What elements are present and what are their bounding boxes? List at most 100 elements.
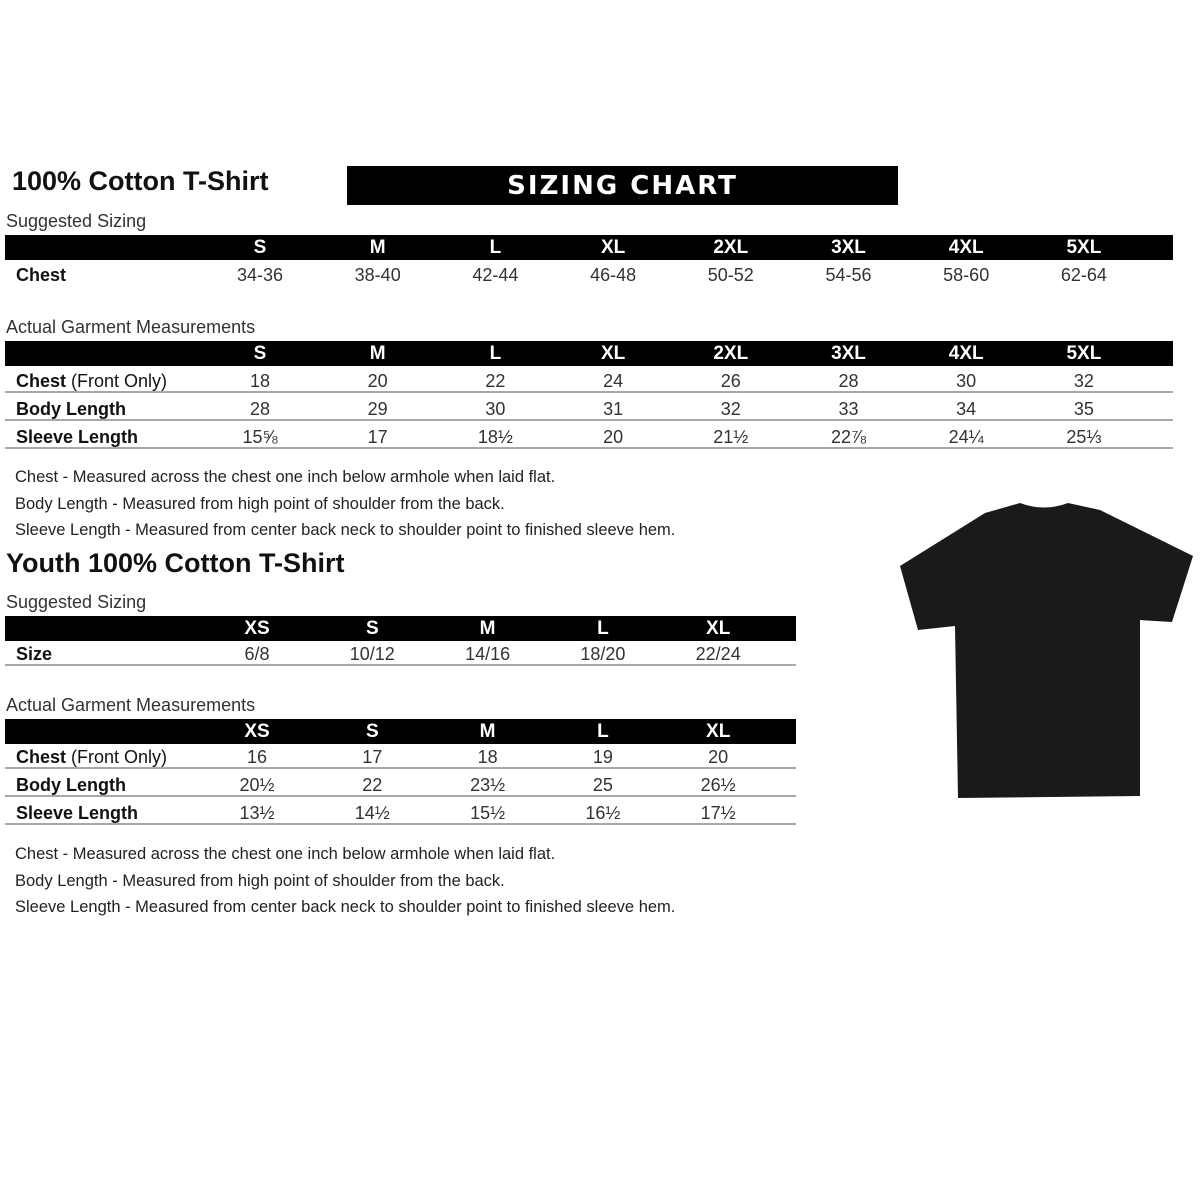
size-header-xl: XL xyxy=(600,237,626,258)
size-header-s: S xyxy=(253,343,267,364)
table-cell: 18½ xyxy=(477,427,513,447)
size-header-bar: XS S M L XL xyxy=(5,719,796,744)
row-label-qualifier: (Front Only) xyxy=(66,371,168,391)
table-cell: 20 xyxy=(708,747,729,767)
row-label-text: Chest xyxy=(16,265,67,285)
table-cell: 18 xyxy=(477,747,498,767)
size-header-5xl: 5XL xyxy=(1066,343,1102,364)
row-divider xyxy=(5,391,1173,393)
table-cell: 24¼ xyxy=(948,427,984,447)
table-cell: 16 xyxy=(246,747,268,767)
table-cell: 50-52 xyxy=(707,265,754,285)
note-chest: Chest - Measured across the chest one in… xyxy=(15,468,556,486)
table-cell: 20½ xyxy=(239,775,275,795)
size-header-xl: XL xyxy=(706,618,731,639)
adult-title: 100% Cotton T-Shirt xyxy=(12,166,269,196)
table-cell: 19 xyxy=(592,747,613,767)
table-cell: 23½ xyxy=(470,775,506,795)
table-cell: 22 xyxy=(362,775,383,795)
note-body-length: Body Length - Measured from high point o… xyxy=(15,494,505,513)
size-header-2xl: 2XL xyxy=(713,237,749,258)
table-cell: 15½ xyxy=(470,803,506,823)
table-cell: 28 xyxy=(249,399,271,419)
row-label-text: Chest xyxy=(16,747,67,767)
row-divider xyxy=(5,419,1173,421)
youth-notes: Chest - Measured across the chest one in… xyxy=(15,845,675,925)
row-label-qualifier: (Front Only) xyxy=(66,747,168,767)
size-header-m: M xyxy=(479,721,496,742)
table-cell: 13½ xyxy=(239,803,275,823)
adult-suggested-label: Suggested Sizing xyxy=(6,211,147,231)
size-header-m: M xyxy=(479,618,496,639)
size-header-l: L xyxy=(489,237,502,258)
size-header-xl: XL xyxy=(706,721,731,742)
size-header-3xl: 3XL xyxy=(831,343,866,364)
sizing-chart-banner: SIZING CHART xyxy=(347,166,898,205)
table-cell: 42-44 xyxy=(472,265,519,285)
table-cell: 29 xyxy=(367,399,388,419)
row-label: Sleeve Length xyxy=(16,427,138,448)
size-header-xl: XL xyxy=(600,343,626,364)
row-label: Chest (Front Only) xyxy=(16,371,167,392)
table-cell: 26 xyxy=(720,371,741,391)
row-label: Body Length xyxy=(16,399,126,420)
row-label: Body Length xyxy=(16,775,126,796)
size-header-bar: S M L XL 2XL 3XL 4XL 5XL xyxy=(5,341,1173,366)
size-header-bar: XS S M L XL xyxy=(5,616,796,641)
size-header-l: L xyxy=(597,721,609,742)
size-header-s: S xyxy=(253,237,267,258)
table-cell: 58-60 xyxy=(943,265,990,285)
table-cell: 30 xyxy=(485,399,506,419)
row-label: Chest (Front Only) xyxy=(16,747,167,768)
size-header-m: M xyxy=(369,237,386,258)
note-chest: Chest - Measured across the chest one in… xyxy=(15,845,556,863)
adult-actual-label: Actual Garment Measurements xyxy=(6,317,256,337)
size-header-s: S xyxy=(365,618,379,639)
youth-title: Youth 100% Cotton T-Shirt xyxy=(6,548,345,578)
table-cell: 22⅞ xyxy=(830,427,867,447)
row-label: Sleeve Length xyxy=(16,803,138,824)
size-header-5xl: 5XL xyxy=(1066,237,1102,258)
table-cell: 20 xyxy=(603,427,624,447)
row-divider xyxy=(5,795,796,797)
row-label-text: Sleeve Length xyxy=(16,427,139,447)
size-header-2xl: 2XL xyxy=(713,343,749,364)
size-header-l: L xyxy=(597,618,609,639)
row-divider xyxy=(5,767,796,769)
table-cell: 30 xyxy=(956,371,977,391)
size-header-3xl: 3XL xyxy=(831,237,866,258)
table-cell: 14/16 xyxy=(465,644,511,664)
size-header-xs: XS xyxy=(244,721,270,742)
table-cell: 32 xyxy=(720,399,741,419)
size-header-s: S xyxy=(365,721,379,742)
table-cell: 6/8 xyxy=(244,644,270,664)
table-cell: 24 xyxy=(603,371,624,391)
table-cell: 20 xyxy=(367,371,388,391)
table-cell: 54-56 xyxy=(825,265,872,285)
row-label-text: Sleeve Length xyxy=(16,803,139,823)
row-divider xyxy=(5,664,796,666)
note-sleeve-length: Sleeve Length - Measured from center bac… xyxy=(15,898,676,916)
note-body-length: Body Length - Measured from high point o… xyxy=(15,871,505,890)
table-cell: 14½ xyxy=(354,803,390,823)
table-cell: 16½ xyxy=(585,803,621,823)
table-cell: 35 xyxy=(1073,399,1094,419)
tshirt-icon xyxy=(900,503,1193,798)
table-cell: 10/12 xyxy=(349,644,395,664)
table-cell: 31 xyxy=(603,399,624,419)
row-divider xyxy=(5,447,1173,449)
table-cell: 38-40 xyxy=(354,265,401,285)
table-cell: 22/24 xyxy=(695,644,741,664)
row-label-text: Size xyxy=(16,644,53,664)
table-cell: 46-48 xyxy=(590,265,637,285)
size-header-4xl: 4XL xyxy=(948,343,984,364)
table-cell: 34 xyxy=(956,399,977,419)
table-cell: 34-36 xyxy=(236,265,284,285)
size-header-m: M xyxy=(369,343,386,364)
table-cell: 15⅝ xyxy=(242,427,278,447)
table-cell: 28 xyxy=(838,371,859,391)
row-label-text: Body Length xyxy=(16,775,126,795)
size-header-xs: XS xyxy=(244,618,270,639)
size-header-4xl: 4XL xyxy=(948,237,984,258)
